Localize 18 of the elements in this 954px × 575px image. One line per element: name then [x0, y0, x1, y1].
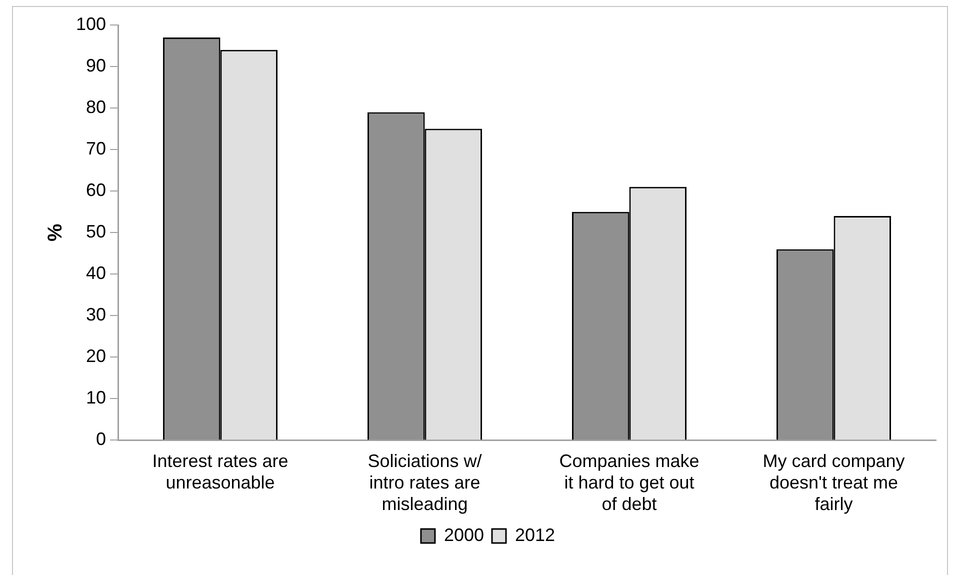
y-tick-label: 90 — [86, 55, 106, 76]
legend-label: 2000 — [444, 524, 484, 545]
x-tick-label: Interest rates are unreasonable — [152, 450, 288, 493]
y-tick-label: 30 — [86, 304, 106, 325]
y-tick-label: 50 — [86, 222, 106, 242]
y-tick-label: 100 — [76, 14, 106, 34]
y-tick-label: 40 — [86, 263, 106, 284]
x-tick-label: My card company doesn't treat me fairly — [762, 450, 905, 514]
x-tick-label: Soliciations w/ intro rates are misleading — [368, 450, 482, 514]
y-tick-label: 0 — [96, 429, 106, 450]
y-tick-label: 10 — [86, 388, 106, 408]
y-tick-label: 70 — [86, 138, 106, 159]
y-tick-label: 60 — [86, 180, 106, 200]
y-tick-label: 80 — [86, 97, 106, 118]
legend-label: 2012 — [515, 524, 556, 545]
x-tick-label: Companies make it hard to get out of debt — [559, 450, 700, 514]
y-axis-title: % — [44, 224, 67, 242]
y-tick-label: 20 — [86, 346, 106, 366]
